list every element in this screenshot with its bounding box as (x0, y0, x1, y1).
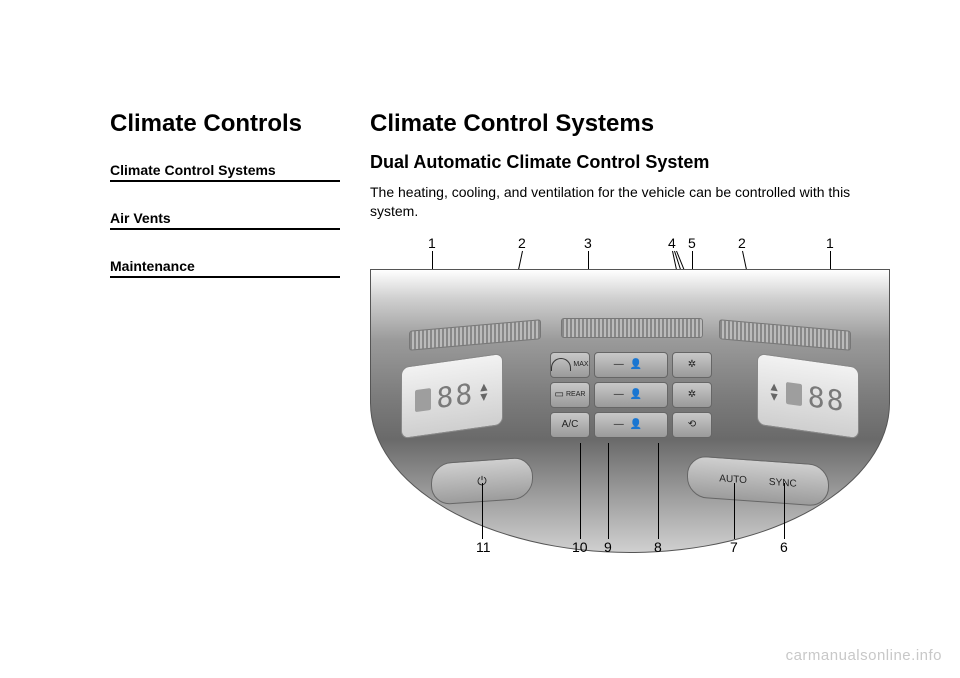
vent-strip-center (561, 318, 703, 338)
bilevel-mode-button: —👤 (594, 382, 668, 408)
leader-line (482, 483, 483, 539)
recirc-icon: ⟲ (688, 419, 696, 430)
sync-button-label: SYNC (763, 474, 803, 492)
auto-sync-button-group: AUTO SYNC (687, 455, 829, 507)
button-row: A/C —👤 ⟲ (541, 412, 721, 438)
leader-line (734, 483, 735, 539)
vent-strip-right (719, 319, 851, 351)
callout-5: 5 (688, 235, 696, 251)
bilevel-vent-icon: — (614, 389, 624, 400)
face-mode-button: —👤 (594, 352, 668, 378)
callout-8: 8 (654, 539, 662, 555)
vent-strip-left (409, 319, 541, 351)
heated-seat-icon (415, 388, 431, 412)
leader-line (608, 443, 609, 539)
watermark: carmanualsonline.info (786, 647, 942, 664)
recirculation-button: ⟲ (672, 412, 712, 438)
ac-button: A/C (550, 412, 590, 438)
climate-panel-body: 88 ▲▼ ▲▼ 88 MAX —👤 ✲ (370, 269, 890, 553)
fan-icon: ✲ (688, 389, 696, 400)
defrost-rear-icon: ▭ (555, 389, 564, 400)
callout-2-left: 2 (518, 235, 526, 251)
temp-arrows-icon: ▲▼ (480, 381, 489, 402)
callout-1-left: 1 (428, 235, 436, 251)
callout-6: 6 (780, 539, 788, 555)
defrost-front-icon (551, 358, 571, 371)
toc-heading-climate: Climate Control Systems (110, 162, 340, 182)
button-row: MAX —👤 ✲ (541, 352, 721, 378)
rear-defrost-button: ▭REAR (550, 382, 590, 408)
callout-9: 9 (604, 539, 612, 555)
temp-arrows-icon: ▲▼ (771, 381, 780, 402)
passenger-temp-readout: ▲▼ 88 (771, 374, 846, 418)
rear-label: REAR (566, 391, 585, 398)
intro-paragraph: The heating, cooling, and ventilation fo… (370, 183, 890, 221)
face-vent-icon: — (614, 359, 624, 370)
table-of-contents-column: Climate Controls Climate Control Systems… (110, 110, 340, 638)
front-defrost-button: MAX (550, 352, 590, 378)
section-title: Climate Control Systems (370, 110, 890, 138)
manual-page: Climate Controls Climate Control Systems… (0, 0, 960, 678)
leader-line (580, 443, 581, 539)
content-column: Climate Control Systems Dual Automatic C… (340, 110, 930, 638)
passenger-temp-value: 88 (808, 379, 846, 417)
climate-control-diagram: 1 2 3 4 5 2 1 (370, 233, 890, 563)
fan-decrease-button: ✲ (672, 382, 712, 408)
passenger-temp-display: ▲▼ 88 (757, 353, 859, 439)
leader-line (784, 483, 785, 539)
toc-heading-maintenance: Maintenance (110, 258, 340, 278)
fan-increase-button: ✲ (672, 352, 712, 378)
chapter-title: Climate Controls (110, 110, 340, 138)
driver-temp-readout: 88 ▲▼ (415, 374, 490, 418)
callout-11: 11 (476, 539, 491, 555)
floor-mode-button: —👤 (594, 412, 668, 438)
driver-temp-display: 88 ▲▼ (401, 353, 503, 439)
floor-vent-icon: — (614, 419, 624, 430)
callout-3: 3 (584, 235, 592, 251)
callout-2-right: 2 (738, 235, 746, 251)
button-row: ▭REAR —👤 ✲ (541, 382, 721, 408)
fan-icon: ✲ (688, 359, 696, 370)
driver-temp-value: 88 (437, 376, 475, 414)
callout-4: 4 (668, 235, 676, 251)
leader-line (658, 443, 659, 539)
center-button-cluster: MAX —👤 ✲ ▭REAR —👤 ✲ A/C —👤 ⟲ (541, 352, 721, 442)
callout-7: 7 (730, 539, 738, 555)
subsection-title: Dual Automatic Climate Control System (370, 152, 890, 173)
heated-seat-icon (786, 382, 802, 406)
max-label: MAX (573, 361, 588, 368)
toc-heading-airvents: Air Vents (110, 210, 340, 230)
callout-1-right: 1 (826, 235, 834, 251)
callout-10: 10 (572, 539, 588, 555)
